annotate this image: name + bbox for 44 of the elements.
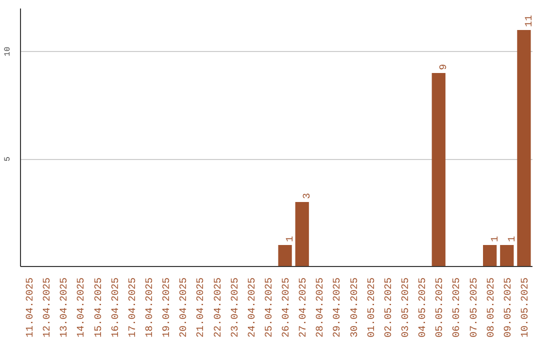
y-tick-label: 5 bbox=[4, 156, 12, 162]
x-tick-label: 04.05.2025 bbox=[418, 277, 430, 338]
x-tick-label: 07.05.2025 bbox=[469, 277, 480, 338]
x-tick-label: 24.04.2025 bbox=[247, 277, 258, 338]
x-tick-label: 25.04.2025 bbox=[264, 277, 276, 338]
x-tick-label: 09.05.2025 bbox=[503, 277, 514, 338]
bar bbox=[295, 202, 309, 266]
x-tick-label: 21.04.2025 bbox=[196, 277, 208, 338]
bar bbox=[483, 245, 497, 266]
x-tick-label: 23.04.2025 bbox=[230, 277, 242, 338]
x-tick-label: 06.05.2025 bbox=[452, 277, 464, 338]
y-tick-label: 10 bbox=[4, 46, 12, 56]
x-tick-label: 22.04.2025 bbox=[213, 277, 224, 338]
data-label: 1 bbox=[286, 236, 297, 242]
bar bbox=[500, 245, 514, 266]
x-tick-label: 30.04.2025 bbox=[350, 277, 361, 338]
x-tick-label: 12.04.2025 bbox=[42, 277, 54, 338]
x-tick-label: 02.05.2025 bbox=[384, 277, 395, 338]
x-tick-label: 01.05.2025 bbox=[366, 277, 378, 338]
x-tick-label: 28.04.2025 bbox=[316, 277, 327, 338]
bar bbox=[278, 245, 292, 266]
data-label: 3 bbox=[302, 192, 314, 199]
data-label: 11 bbox=[524, 14, 536, 27]
x-tick-label: 27.04.2025 bbox=[298, 277, 310, 338]
x-tick-label: 18.04.2025 bbox=[145, 277, 156, 338]
data-label: 9 bbox=[439, 64, 450, 70]
x-tick-label: 20.04.2025 bbox=[179, 277, 190, 338]
x-tick-label: 15.04.2025 bbox=[94, 277, 105, 338]
x-tick-label: 11.04.2025 bbox=[26, 277, 37, 338]
x-tick-label: 17.04.2025 bbox=[128, 277, 139, 338]
bar bbox=[517, 30, 531, 266]
data-label: 1 bbox=[490, 236, 502, 242]
bar bbox=[432, 73, 446, 266]
x-tick-label: 10.05.2025 bbox=[520, 277, 532, 338]
x-tick-label: 14.04.2025 bbox=[76, 277, 88, 338]
x-tick-label: 13.04.2025 bbox=[60, 277, 71, 338]
x-tick-label: 26.04.2025 bbox=[282, 277, 293, 338]
x-tick-label: 19.04.2025 bbox=[162, 277, 174, 338]
x-tick-label: 16.04.2025 bbox=[110, 277, 122, 338]
x-tick-label: 08.05.2025 bbox=[486, 277, 498, 338]
data-label: 1 bbox=[507, 236, 518, 242]
x-tick-label: 05.05.2025 bbox=[435, 277, 446, 338]
x-tick-label: 03.05.2025 bbox=[401, 277, 412, 338]
x-tick-label: 29.04.2025 bbox=[332, 277, 344, 338]
